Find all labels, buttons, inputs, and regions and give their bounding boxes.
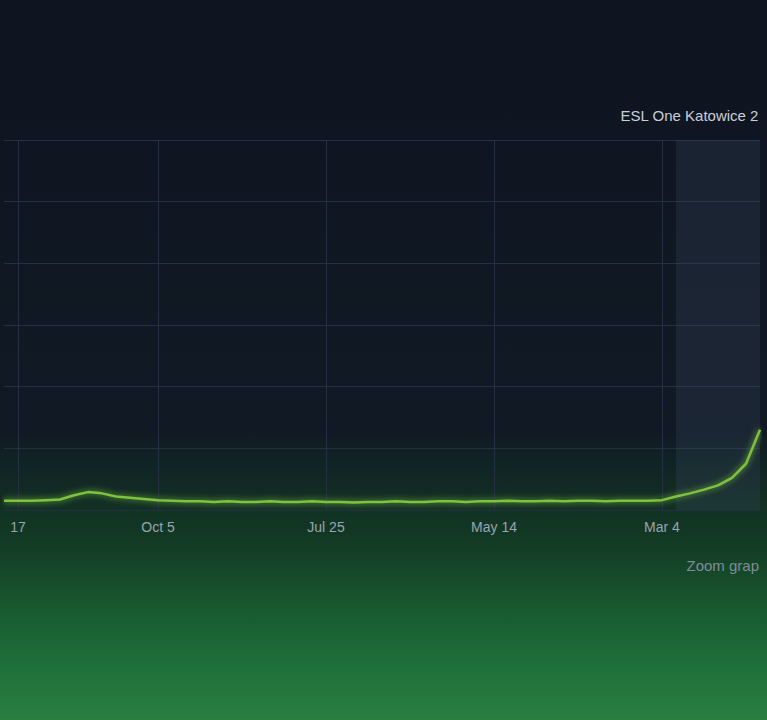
svg-text:Zoom grap: Zoom grap <box>686 557 759 574</box>
svg-text:ESL One Katowice 2: ESL One Katowice 2 <box>621 107 759 124</box>
svg-text:Mar 4: Mar 4 <box>644 519 680 535</box>
svg-text:Jul 25: Jul 25 <box>307 519 345 535</box>
svg-text:May 14: May 14 <box>471 519 517 535</box>
svg-text:Oct 5: Oct 5 <box>141 519 175 535</box>
svg-text:17: 17 <box>10 519 26 535</box>
